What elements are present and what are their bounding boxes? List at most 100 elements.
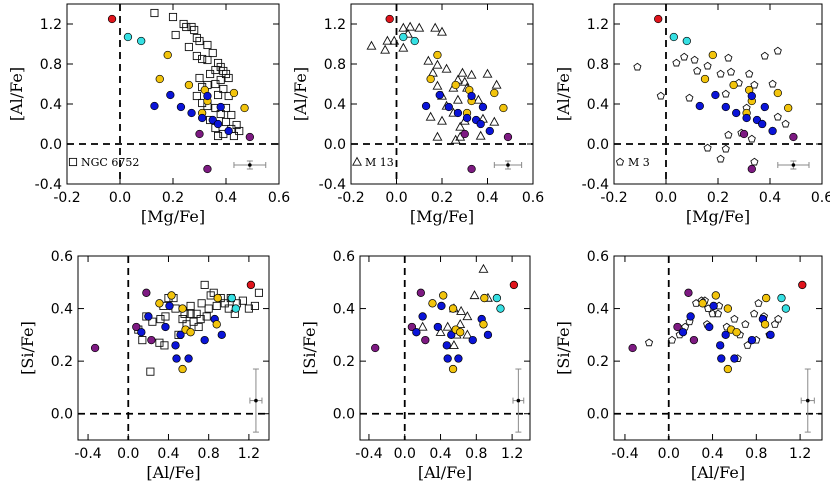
triangle-marker bbox=[448, 340, 459, 350]
pentagon-marker bbox=[724, 130, 733, 139]
star-point-blue bbox=[213, 119, 223, 129]
y-tick-label: 0.0 bbox=[324, 137, 346, 153]
square-marker bbox=[206, 69, 215, 79]
x-tick-label: 0.0 bbox=[658, 446, 680, 462]
square-marker bbox=[203, 55, 212, 65]
pentagon-marker bbox=[730, 314, 739, 323]
star-point-gold bbox=[732, 328, 741, 337]
x-tick-label: -0.2 bbox=[600, 190, 627, 206]
star-point-purple bbox=[132, 322, 141, 332]
x-tick-label: -0.4 bbox=[611, 446, 638, 462]
errorbar-center bbox=[254, 398, 258, 403]
x-tick-label: 0.4 bbox=[429, 446, 451, 462]
star-point-blue bbox=[203, 91, 212, 101]
star-point-cyan bbox=[492, 293, 502, 303]
plot-frame bbox=[359, 255, 531, 441]
star-point-blue bbox=[768, 126, 777, 136]
square-marker bbox=[187, 22, 196, 32]
triangle-marker bbox=[491, 79, 502, 89]
star-point-gold bbox=[439, 291, 448, 300]
star-point-gold bbox=[723, 364, 733, 374]
star-point-gold bbox=[723, 304, 733, 313]
panel-3: M 3 -0.2 0.0 0.2 0.4 0.6 -0.4 0.0 0.4 0.8 1.2 [Mg/F… bbox=[554, 3, 830, 226]
square-marker bbox=[189, 317, 198, 326]
star-point-blue bbox=[166, 90, 175, 100]
square-marker bbox=[227, 110, 236, 120]
star-point-blue bbox=[443, 354, 452, 363]
y-tick-label: 0.4 bbox=[587, 302, 609, 318]
star-point-blue bbox=[709, 301, 718, 311]
y-tick-label: 0.8 bbox=[40, 57, 62, 73]
triangle-marker bbox=[478, 263, 489, 273]
y-tick-label: 0.4 bbox=[324, 97, 346, 113]
triangle-marker bbox=[482, 68, 493, 78]
triangle-marker bbox=[489, 116, 500, 126]
star-point-blue bbox=[435, 90, 444, 100]
pentagon-marker bbox=[754, 299, 763, 307]
star-point-blue bbox=[717, 354, 726, 363]
square-marker bbox=[171, 30, 180, 40]
star-point-blue bbox=[184, 354, 193, 363]
x-tick-label: 0.8 bbox=[465, 446, 487, 462]
triangle-marker bbox=[382, 35, 393, 45]
star-point-blue bbox=[758, 119, 767, 129]
pentagon-marker bbox=[656, 91, 665, 100]
y-tick-label: 0.4 bbox=[51, 302, 73, 318]
triangle-marker bbox=[402, 28, 413, 38]
square-marker bbox=[190, 25, 199, 35]
square-marker bbox=[213, 131, 223, 141]
star-point-blue bbox=[721, 330, 730, 340]
triangle-marker bbox=[432, 59, 443, 69]
star-point-blue bbox=[711, 90, 720, 100]
star-point-cyan bbox=[410, 36, 419, 46]
square-marker bbox=[208, 48, 217, 58]
plot-frame bbox=[613, 255, 823, 441]
triangle-marker bbox=[398, 22, 409, 32]
star-point-blue bbox=[453, 108, 463, 118]
x-tick-label: 0.0 bbox=[109, 190, 131, 206]
y-tick-label: -0.4 bbox=[582, 177, 609, 193]
x-tick-label: -0.4 bbox=[74, 446, 101, 462]
triangle-marker bbox=[430, 22, 441, 32]
star-point-cyan bbox=[781, 304, 791, 313]
star-point-blue bbox=[437, 301, 446, 311]
star-point-blue bbox=[433, 322, 442, 332]
y-tick-label: 0.8 bbox=[324, 57, 346, 73]
y-tick-label: 0.0 bbox=[51, 407, 73, 423]
pentagon-marker bbox=[741, 320, 750, 328]
star-point-cyan bbox=[137, 36, 146, 46]
star-point-blue bbox=[187, 108, 196, 118]
x-tick-label: 0.2 bbox=[431, 190, 453, 206]
legend-label: M 3 bbox=[628, 156, 650, 169]
y-tick-label: 1.2 bbox=[587, 17, 609, 33]
triangle-marker bbox=[437, 26, 447, 36]
star-point-blue bbox=[476, 119, 485, 129]
star-point-purple bbox=[684, 288, 693, 297]
star-point-cyan bbox=[399, 32, 408, 42]
square-marker bbox=[186, 301, 195, 310]
star-point-blue bbox=[412, 328, 421, 337]
star-point-gold bbox=[729, 80, 738, 90]
star-point-gold bbox=[186, 328, 195, 337]
star-point-cyan bbox=[227, 293, 236, 303]
star-point-gold bbox=[480, 293, 489, 303]
square-marker bbox=[184, 42, 193, 52]
square-marker bbox=[138, 336, 147, 345]
triangle-marker bbox=[442, 321, 453, 331]
x-axis-label: [Mg/Fe] bbox=[141, 207, 205, 226]
x-tick-label: 0.6 bbox=[811, 190, 830, 206]
legend-label: M 13 bbox=[365, 156, 394, 169]
x-tick-label: 0.4 bbox=[759, 190, 781, 206]
star-point-gold bbox=[451, 80, 460, 90]
y-tick-label: 0.0 bbox=[333, 407, 355, 423]
y-tick-label: 0.0 bbox=[40, 137, 62, 153]
star-point-red bbox=[798, 280, 807, 290]
triangle-marker bbox=[414, 22, 425, 32]
pentagon-marker bbox=[633, 62, 642, 71]
errorbar-center bbox=[516, 398, 521, 403]
star-point-gold bbox=[213, 293, 222, 303]
star-point-blue bbox=[732, 108, 741, 118]
pentagon-marker bbox=[773, 46, 782, 55]
star-point-blue bbox=[462, 113, 472, 123]
